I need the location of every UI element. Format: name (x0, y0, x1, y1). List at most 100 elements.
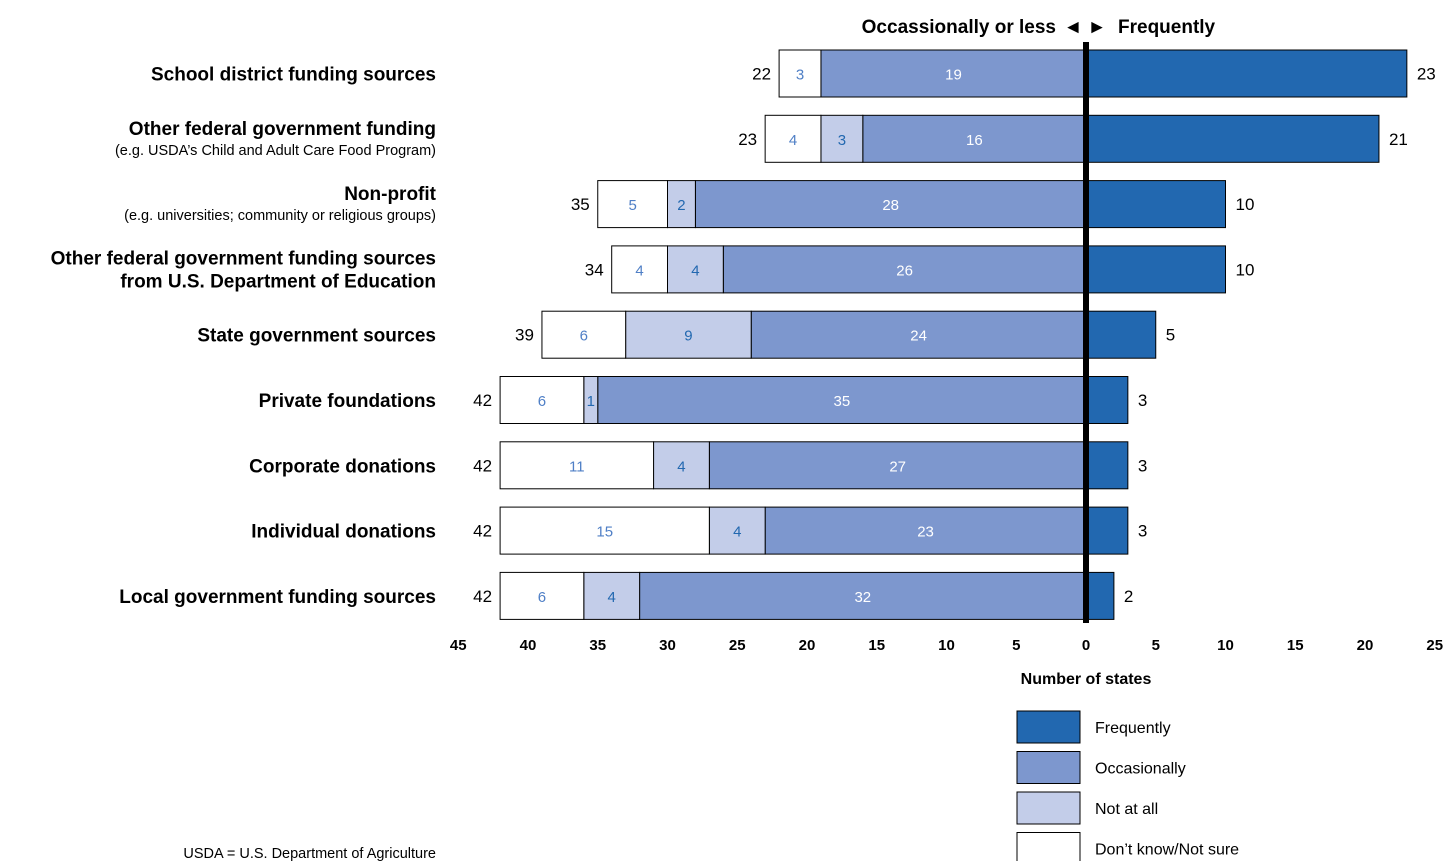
bar-dont-know-label: 6 (580, 328, 588, 345)
bar-dont-know-label: 4 (789, 132, 797, 149)
category-label: State government sources (197, 326, 436, 347)
legend-label: Frequently (1095, 720, 1171, 737)
legend-swatch (1016, 832, 1081, 861)
x-tick-label: 40 (520, 637, 537, 654)
x-tick-label: 0 (1082, 637, 1090, 654)
x-tick-label: 25 (1426, 637, 1443, 654)
bar-not-at-all (583, 571, 641, 620)
bar-occasionally (597, 376, 1087, 424)
category-label: Individual donations (251, 522, 436, 543)
x-axis-ticks: 45 40 35 30 25 20 15 10 5 0 5 10 15 20 25 (450, 637, 1443, 654)
category-sublabel: (e.g. universities; community or religio… (124, 208, 436, 224)
category-labels: School district funding sources Other fed… (51, 65, 437, 608)
right-total-label: 5 (1166, 326, 1175, 345)
bar-dont-know (499, 506, 710, 555)
legend-swatch (1016, 710, 1081, 744)
bar-dont-know (597, 180, 668, 229)
bar-not-at-all-label: 2 (677, 197, 685, 214)
bar-frequently (1085, 310, 1157, 359)
left-total-label: 42 (473, 522, 492, 541)
left-total-label: 39 (515, 326, 534, 345)
x-tick-label: 20 (799, 637, 816, 654)
bar-frequently (1085, 571, 1115, 620)
header-left-label: Occassionally or less (862, 17, 1056, 38)
left-total-label: 23 (738, 130, 757, 149)
x-tick-label: 30 (659, 637, 676, 654)
x-tick-label: 20 (1357, 637, 1374, 654)
right-total-label: 2 (1124, 587, 1133, 606)
bar-frequently (1085, 180, 1226, 229)
bar-frequently (1085, 49, 1408, 98)
bar-not-at-all-label: 3 (838, 132, 846, 149)
bar-not-at-all (667, 245, 724, 294)
right-total-label: 3 (1138, 456, 1147, 475)
bar-not-at-all (625, 310, 752, 359)
category-label: Local government funding sources (119, 587, 436, 608)
bar-frequently (1085, 506, 1129, 555)
bar-occasionally (708, 441, 1087, 490)
right-total-label: 23 (1417, 65, 1436, 84)
x-tick-label: 10 (1217, 637, 1234, 654)
x-tick-label: 10 (938, 637, 955, 654)
x-tick-label: 5 (1012, 637, 1020, 654)
bar-occasionally-label: 19 (945, 67, 962, 84)
bar-occasionally-label: 27 (889, 458, 906, 475)
bar-occasionally-label: 24 (910, 328, 927, 345)
category-label: Other federal government funding sources (51, 248, 436, 269)
x-tick-label: 15 (1287, 637, 1304, 654)
legend-label: Occasionally (1095, 761, 1186, 778)
category-label-line2: from U.S. Department of Education (120, 271, 436, 292)
bar-frequently (1085, 441, 1129, 490)
bar-occasionally-label: 26 (896, 262, 913, 279)
legend-label: Not at all (1095, 801, 1158, 818)
bar-dont-know-label: 5 (628, 197, 636, 214)
category-label: School district funding sources (151, 65, 436, 86)
bar-not-at-all (667, 180, 696, 229)
x-axis-title: Number of states (1021, 671, 1152, 688)
bar-dont-know (541, 310, 627, 359)
bar-occasionally (694, 180, 1087, 229)
bar-frequently (1085, 376, 1129, 424)
category-label: Corporate donations (249, 456, 436, 477)
bar-not-at-all-label: 4 (677, 458, 685, 475)
bar-dont-know-label: 6 (538, 393, 546, 410)
bar-occasionally-label: 16 (966, 132, 983, 149)
bars-group (499, 49, 1408, 620)
bar-not-at-all (653, 441, 710, 490)
left-total-label: 34 (585, 260, 604, 279)
legend: Frequently Occasionally Not at all Don’t kn… (1016, 710, 1239, 861)
right-total-label: 3 (1138, 391, 1147, 410)
footnote: USDA = U.S. Department of Agriculture (183, 846, 436, 861)
bar-not-at-all (708, 506, 766, 555)
bar-occasionally (862, 114, 1087, 163)
bar-occasionally-label: 35 (834, 393, 851, 410)
bar-occasionally-label: 28 (882, 197, 899, 214)
bar-not-at-all-label: 9 (684, 328, 692, 345)
bar-occasionally-label: 23 (917, 524, 934, 541)
header-arrows: ◄ ► (1064, 17, 1107, 38)
category-label: Private foundations (259, 391, 436, 412)
legend-swatch (1016, 791, 1081, 825)
bar-occasionally (820, 49, 1087, 98)
right-total-label: 21 (1389, 130, 1408, 149)
bar-dont-know (764, 114, 822, 163)
bar-not-at-all-label: 4 (608, 589, 616, 606)
legend-label: Don’t know/Not sure (1095, 842, 1239, 859)
right-total-label: 10 (1236, 195, 1255, 214)
right-total-label: 10 (1236, 260, 1255, 279)
header-right-label: Frequently (1118, 17, 1216, 38)
category-label: Other federal government funding (129, 119, 436, 140)
bar-dont-know (499, 376, 585, 424)
left-total-label: 22 (752, 65, 771, 84)
bar-not-at-all-label: 4 (691, 262, 699, 279)
left-total-label: 35 (571, 195, 590, 214)
bar-occasionally (750, 310, 1087, 359)
bar-occasionally-label: 32 (854, 589, 871, 606)
bar-frequently (1085, 245, 1226, 294)
bar-dont-know-label: 6 (538, 589, 546, 606)
bar-dont-know-label: 15 (596, 524, 613, 541)
x-tick-label: 35 (589, 637, 606, 654)
bar-not-at-all-label: 4 (733, 524, 741, 541)
